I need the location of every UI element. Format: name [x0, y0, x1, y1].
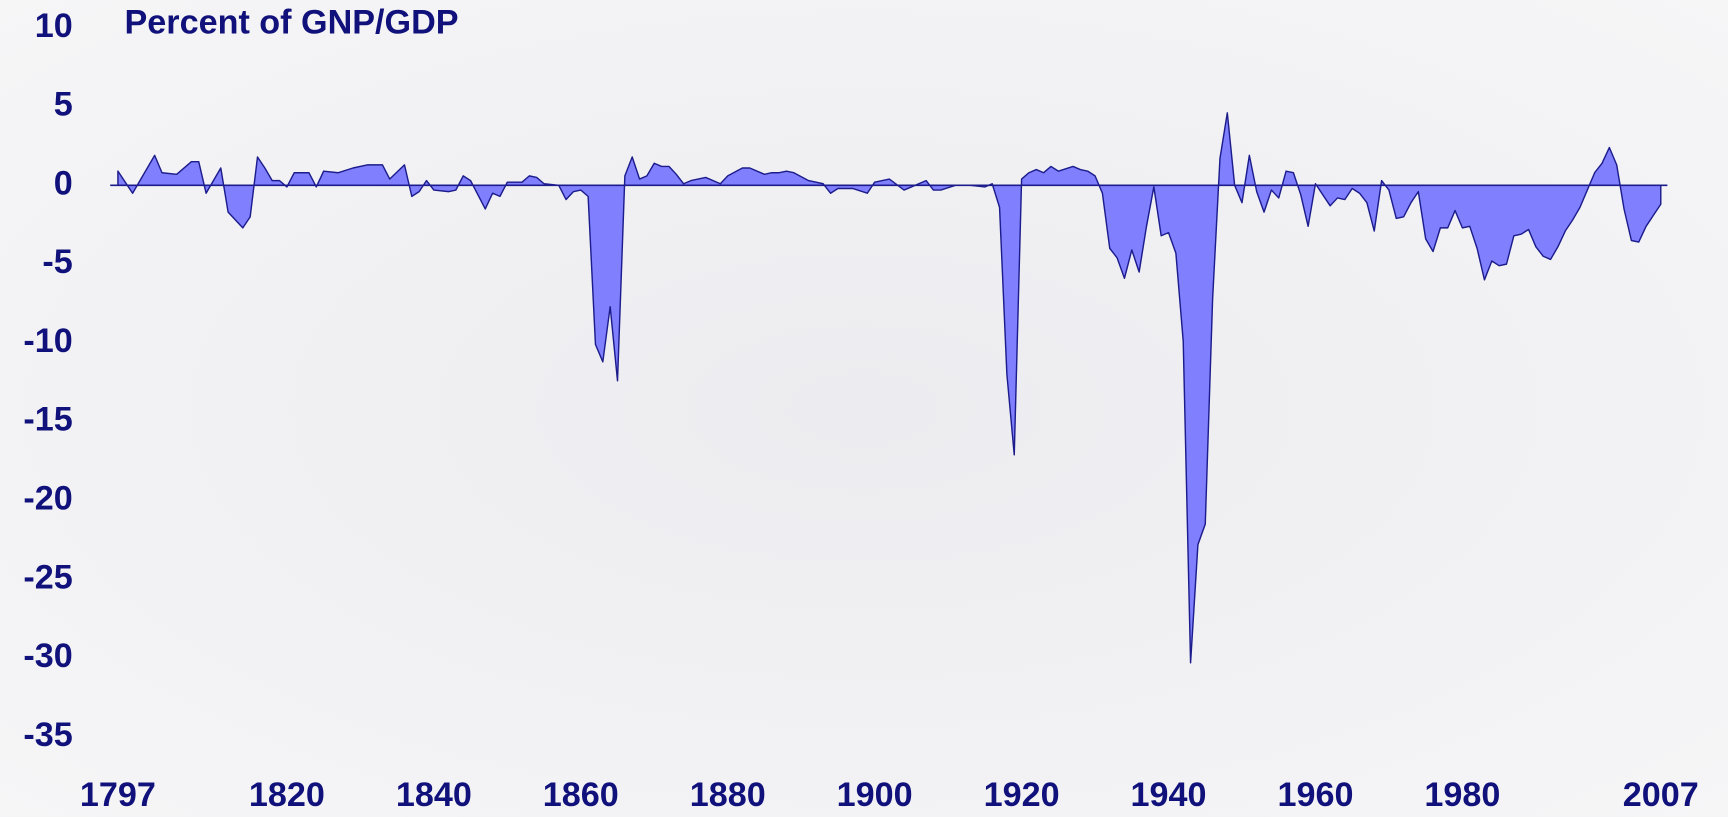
- x-tick-label: 1900: [837, 776, 913, 814]
- y-tick-label: -30: [23, 637, 72, 675]
- y-tick-label: 5: [54, 86, 73, 124]
- x-tick-label: 1820: [249, 776, 325, 814]
- background: [0, 0, 1728, 817]
- chart-title: Percent of GNP/GDP: [125, 3, 459, 41]
- x-tick-label: 2007: [1623, 776, 1699, 814]
- x-tick-label: 1980: [1424, 776, 1500, 814]
- x-tick-label: 1880: [690, 776, 766, 814]
- x-tick-label: 1860: [543, 776, 619, 814]
- y-tick-label: 10: [35, 7, 73, 45]
- y-tick-label: -5: [42, 243, 72, 281]
- y-tick-label: -35: [23, 716, 72, 754]
- y-tick-label: -25: [23, 558, 72, 596]
- x-tick-label: 1960: [1277, 776, 1353, 814]
- x-tick-label: 1920: [984, 776, 1060, 814]
- y-tick-label: -15: [23, 401, 72, 439]
- x-tick-label: 1840: [396, 776, 472, 814]
- x-tick-label: 1940: [1131, 776, 1207, 814]
- x-tick-label: 1797: [80, 776, 156, 814]
- y-tick-label: 0: [54, 164, 73, 202]
- page: Percent of GNP/GDP 10 5 0 -5 -10 -15 -20 -25 -30…: [0, 0, 1728, 817]
- y-tick-label: -20: [23, 480, 72, 518]
- y-tick-label: -10: [23, 322, 72, 360]
- chart: Percent of GNP/GDP 10 5 0 -5 -10 -15 -20 -25 -30…: [0, 0, 1728, 817]
